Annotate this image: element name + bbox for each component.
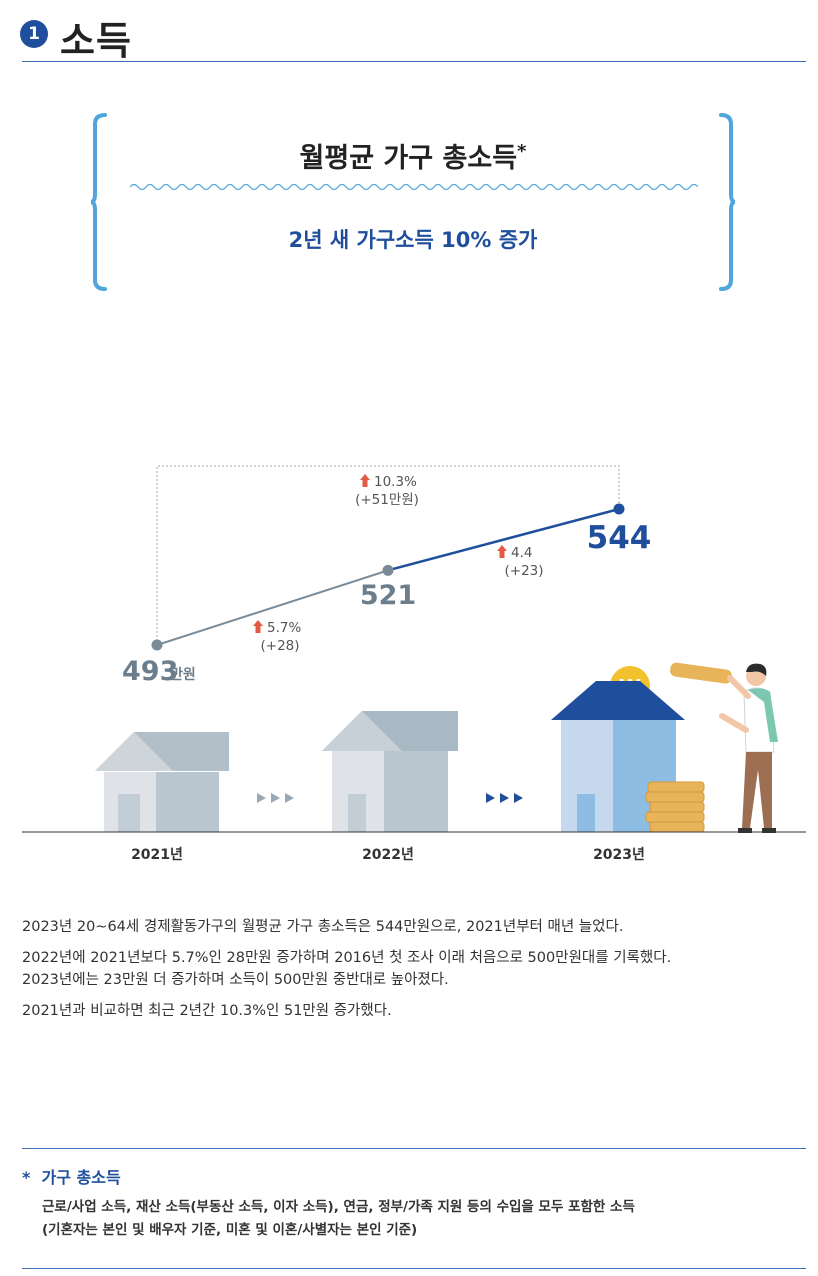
description-line: 2023년에는 23만원 더 증가하며 소득이 500만원 중반대로 높아졌다.: [22, 972, 449, 988]
arrow-up-icon: [360, 474, 370, 487]
section-title: 소득: [60, 19, 132, 63]
description-line: 2021년과 비교하면 최근 2년간 10.3%인 51만원 증가했다.: [22, 1003, 392, 1019]
data-label: 521: [360, 580, 416, 611]
note-body: 근로/사업 소득, 재산 소득(부동산 소득, 이자 소득), 연금, 정부/가…: [42, 1196, 635, 1242]
change-amount: (+28): [260, 638, 299, 654]
progress-arrows: [257, 793, 294, 803]
note-divider-top: [22, 1148, 806, 1149]
change-percent: 5.7%: [267, 620, 301, 636]
description-line: 2022년에 2021년보다 5.7%인 28만원 증가하며 2016년 첫 조…: [22, 950, 672, 966]
left-bracket-icon: [90, 113, 107, 291]
right-bracket-icon: [719, 113, 736, 291]
wave-divider: [130, 183, 698, 191]
callout-subtitle: 2년 새 가구소득 10% 증가: [288, 228, 538, 252]
section-divider: [22, 61, 806, 62]
data-label: 493: [122, 656, 178, 687]
callout-title: 월평균 가구 총소득*: [299, 141, 527, 174]
note-line: (기혼자는 본인 및 배우자 기준, 미혼 및 이혼/사별자는 본인 기준): [42, 1222, 418, 1238]
change-amount: (+51만원): [355, 492, 419, 508]
coin-stack-icon: [645, 781, 705, 833]
house-icon: [322, 711, 458, 832]
note-title: * 가구 총소득: [22, 1168, 121, 1187]
description: 2023년 20~64세 경제활동가구의 월평균 가구 총소득은 544만원으로…: [22, 916, 802, 1022]
arrow-up-icon: [253, 620, 263, 633]
data-point: [613, 503, 625, 515]
section-number-badge: 1: [20, 20, 48, 48]
change-percent: 10.3%: [374, 474, 417, 490]
change-amount: (+23): [504, 563, 543, 579]
progress-arrows: [486, 793, 523, 803]
note-line: 근로/사업 소득, 재산 소득(부동산 소득, 이자 소득), 연금, 정부/가…: [42, 1199, 635, 1215]
description-line: 2023년 20~64세 경제활동가구의 월평균 가구 총소득은 544만원으로…: [22, 919, 624, 935]
note-divider-bottom: [22, 1268, 806, 1269]
overall-change-bracket: [156, 465, 620, 645]
series-line-segment: [156, 569, 389, 646]
x-tick-label: 2022년: [362, 847, 414, 863]
x-tick-label: 2021년: [131, 847, 183, 863]
data-point: [382, 564, 394, 576]
series-line-segment: [387, 507, 620, 572]
house-icon: [95, 732, 229, 832]
data-point: [151, 639, 163, 651]
change-percent: 4.4: [511, 545, 532, 561]
highlight-callout: 월평균 가구 총소득* 2년 새 가구소득 10% 증가: [90, 112, 736, 298]
data-label-unit: 만원: [170, 667, 196, 683]
data-label: 544: [587, 520, 652, 556]
x-tick-label: 2023년: [593, 847, 645, 863]
arrow-up-icon: [497, 545, 507, 558]
footnote-mark: *: [517, 141, 527, 162]
section-header: 1 소득: [20, 6, 806, 63]
